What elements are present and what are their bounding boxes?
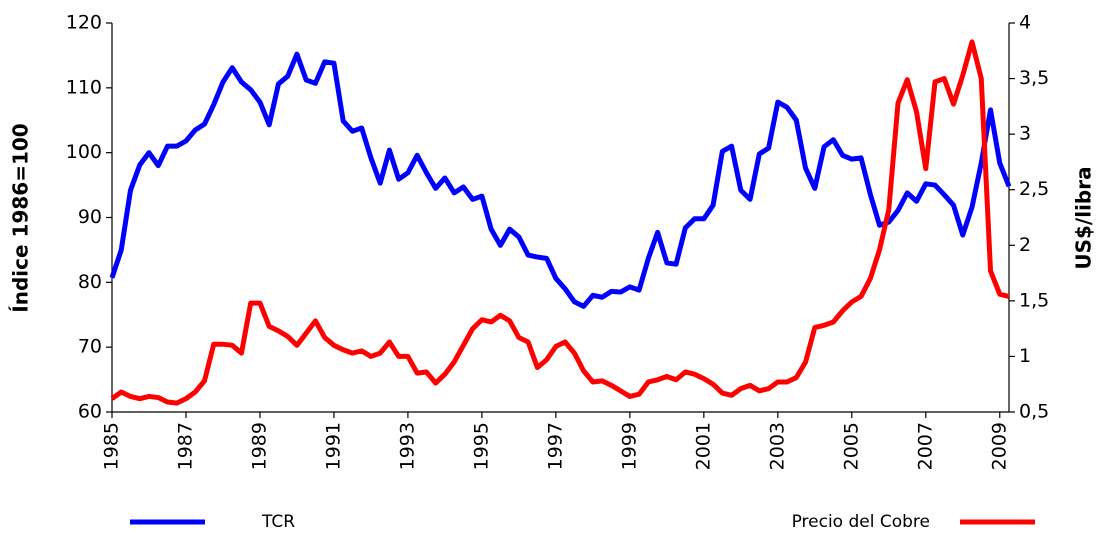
y-tick-label: 110	[66, 76, 102, 98]
legend-label: TCR	[261, 512, 295, 532]
x-tick-label: 1999	[618, 422, 640, 470]
legend-label: Precio del Cobre	[792, 512, 930, 532]
y2-tick-label: 2,5	[1019, 178, 1049, 200]
x-tick-label: 1991	[322, 422, 344, 470]
x-tick-label: 1989	[248, 422, 270, 470]
x-tick-label: 2007	[914, 422, 936, 470]
y2-tick-label: 3,5	[1019, 67, 1049, 89]
x-tick-label: 2009	[988, 422, 1010, 470]
y2-tick-label: 1	[1019, 345, 1031, 367]
x-tick-label: 1987	[174, 422, 196, 470]
y-axis-label: Índice 1986=100	[9, 123, 33, 312]
x-tick-label: 1997	[544, 422, 566, 470]
y-tick-label: 120	[66, 12, 102, 34]
y2-tick-label: 3	[1019, 123, 1031, 145]
x-tick-label: 1993	[396, 422, 418, 470]
x-tick-label: 2001	[692, 422, 714, 470]
y2-tick-label: 4	[1019, 12, 1031, 34]
y-tick-label: 100	[66, 141, 102, 163]
x-tick-label: 2003	[766, 422, 788, 470]
x-tick-label: 1995	[470, 422, 492, 470]
y2-tick-label: 0,5	[1019, 401, 1049, 423]
series-line	[110, 39, 1010, 406]
y-tick-label: 70	[78, 336, 102, 358]
y-tick-label: 90	[78, 206, 102, 228]
y-tick-label: 60	[78, 401, 102, 423]
x-tick-label: 2005	[840, 422, 862, 470]
x-tick-label: 1985	[101, 422, 123, 470]
y2-axis-label: US$/libra	[1072, 166, 1096, 269]
y2-tick-label: 2	[1019, 234, 1031, 256]
series-line	[109, 51, 1012, 309]
y-tick-label: 80	[78, 271, 102, 293]
y2-tick-label: 1,5	[1019, 289, 1049, 311]
